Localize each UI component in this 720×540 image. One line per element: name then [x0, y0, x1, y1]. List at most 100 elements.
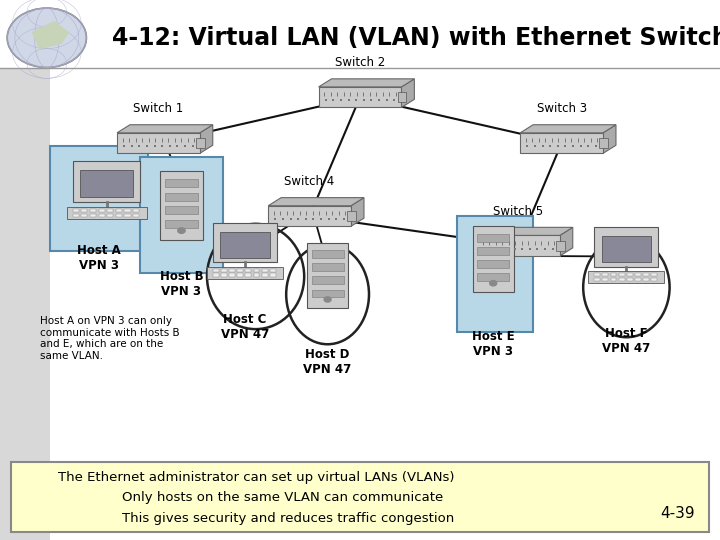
- Polygon shape: [268, 206, 351, 226]
- Polygon shape: [521, 125, 616, 133]
- Text: Host A
VPN 3: Host A VPN 3: [78, 244, 121, 272]
- FancyBboxPatch shape: [237, 273, 243, 276]
- FancyBboxPatch shape: [312, 264, 343, 271]
- FancyBboxPatch shape: [307, 242, 348, 308]
- FancyBboxPatch shape: [81, 170, 132, 198]
- FancyBboxPatch shape: [90, 214, 96, 217]
- FancyBboxPatch shape: [477, 247, 509, 255]
- FancyBboxPatch shape: [220, 232, 269, 258]
- FancyBboxPatch shape: [50, 68, 720, 462]
- FancyBboxPatch shape: [594, 278, 600, 281]
- FancyBboxPatch shape: [347, 211, 356, 221]
- FancyBboxPatch shape: [477, 273, 509, 281]
- FancyBboxPatch shape: [603, 278, 608, 281]
- FancyBboxPatch shape: [164, 206, 199, 214]
- FancyBboxPatch shape: [261, 268, 268, 272]
- FancyBboxPatch shape: [611, 278, 616, 281]
- Text: Switch 3: Switch 3: [536, 102, 587, 115]
- FancyBboxPatch shape: [477, 260, 509, 268]
- Text: Host E
VPN 3: Host E VPN 3: [472, 330, 515, 359]
- FancyBboxPatch shape: [164, 192, 199, 200]
- FancyBboxPatch shape: [50, 146, 148, 251]
- FancyBboxPatch shape: [253, 273, 259, 276]
- FancyBboxPatch shape: [594, 273, 600, 276]
- Polygon shape: [477, 227, 573, 235]
- FancyBboxPatch shape: [133, 214, 139, 217]
- FancyBboxPatch shape: [107, 208, 113, 212]
- FancyBboxPatch shape: [0, 68, 50, 540]
- FancyBboxPatch shape: [133, 208, 139, 212]
- Text: The Ethernet administrator can set up virtual LANs (VLANs): The Ethernet administrator can set up vi…: [58, 471, 454, 484]
- FancyBboxPatch shape: [246, 273, 251, 276]
- FancyBboxPatch shape: [627, 273, 633, 276]
- FancyBboxPatch shape: [603, 273, 608, 276]
- FancyBboxPatch shape: [602, 236, 651, 262]
- Text: 4-39: 4-39: [660, 506, 695, 521]
- FancyBboxPatch shape: [635, 273, 641, 276]
- FancyBboxPatch shape: [643, 278, 649, 281]
- FancyBboxPatch shape: [107, 214, 113, 217]
- Text: Host A on VPN 3 can only
communicate with Hosts B
and E, which are on the
same V: Host A on VPN 3 can only communicate wit…: [40, 316, 179, 361]
- Text: Switch 4: Switch 4: [284, 175, 335, 188]
- Polygon shape: [117, 125, 213, 133]
- FancyBboxPatch shape: [237, 268, 243, 272]
- Polygon shape: [319, 87, 402, 107]
- FancyBboxPatch shape: [397, 92, 406, 102]
- Text: Switch 5: Switch 5: [493, 205, 544, 218]
- FancyBboxPatch shape: [312, 276, 343, 284]
- FancyBboxPatch shape: [627, 278, 633, 281]
- Polygon shape: [319, 79, 415, 87]
- FancyBboxPatch shape: [312, 289, 343, 297]
- FancyBboxPatch shape: [588, 271, 665, 283]
- FancyBboxPatch shape: [270, 273, 276, 276]
- Text: Only hosts on the same VLAN can communicate: Only hosts on the same VLAN can communic…: [122, 491, 444, 504]
- FancyBboxPatch shape: [229, 268, 235, 272]
- FancyBboxPatch shape: [125, 214, 130, 217]
- FancyBboxPatch shape: [652, 278, 657, 281]
- FancyBboxPatch shape: [246, 268, 251, 272]
- FancyBboxPatch shape: [261, 273, 268, 276]
- Text: Host C
VPN 47: Host C VPN 47: [220, 313, 269, 341]
- FancyBboxPatch shape: [160, 171, 203, 240]
- FancyBboxPatch shape: [66, 207, 147, 219]
- FancyBboxPatch shape: [81, 214, 87, 217]
- FancyBboxPatch shape: [643, 273, 649, 276]
- FancyBboxPatch shape: [212, 223, 277, 262]
- Polygon shape: [351, 198, 364, 226]
- FancyBboxPatch shape: [652, 273, 657, 276]
- FancyBboxPatch shape: [73, 160, 140, 202]
- FancyBboxPatch shape: [207, 267, 283, 279]
- FancyBboxPatch shape: [73, 208, 79, 212]
- FancyBboxPatch shape: [312, 250, 343, 258]
- FancyBboxPatch shape: [116, 214, 122, 217]
- FancyBboxPatch shape: [212, 268, 219, 272]
- Circle shape: [178, 228, 185, 233]
- FancyBboxPatch shape: [618, 278, 625, 281]
- FancyBboxPatch shape: [221, 268, 227, 272]
- FancyBboxPatch shape: [229, 273, 235, 276]
- FancyBboxPatch shape: [90, 208, 96, 212]
- Polygon shape: [560, 227, 573, 256]
- FancyBboxPatch shape: [594, 227, 659, 267]
- Text: Host B
VPN 3: Host B VPN 3: [160, 270, 203, 298]
- FancyBboxPatch shape: [635, 278, 641, 281]
- FancyBboxPatch shape: [99, 214, 104, 217]
- Text: This gives security and reduces traffic congestion: This gives security and reduces traffic …: [122, 512, 454, 525]
- FancyBboxPatch shape: [11, 462, 709, 532]
- Circle shape: [490, 281, 497, 286]
- FancyBboxPatch shape: [473, 226, 513, 292]
- Polygon shape: [117, 133, 200, 153]
- FancyBboxPatch shape: [457, 216, 533, 332]
- FancyBboxPatch shape: [73, 214, 79, 217]
- FancyBboxPatch shape: [270, 268, 276, 272]
- FancyBboxPatch shape: [253, 268, 259, 272]
- FancyBboxPatch shape: [116, 208, 122, 212]
- Polygon shape: [521, 133, 603, 153]
- FancyBboxPatch shape: [618, 273, 625, 276]
- FancyBboxPatch shape: [164, 179, 199, 187]
- FancyBboxPatch shape: [599, 138, 608, 148]
- Text: Switch 2: Switch 2: [335, 56, 385, 69]
- FancyBboxPatch shape: [125, 208, 130, 212]
- FancyBboxPatch shape: [140, 157, 223, 273]
- FancyBboxPatch shape: [212, 273, 219, 276]
